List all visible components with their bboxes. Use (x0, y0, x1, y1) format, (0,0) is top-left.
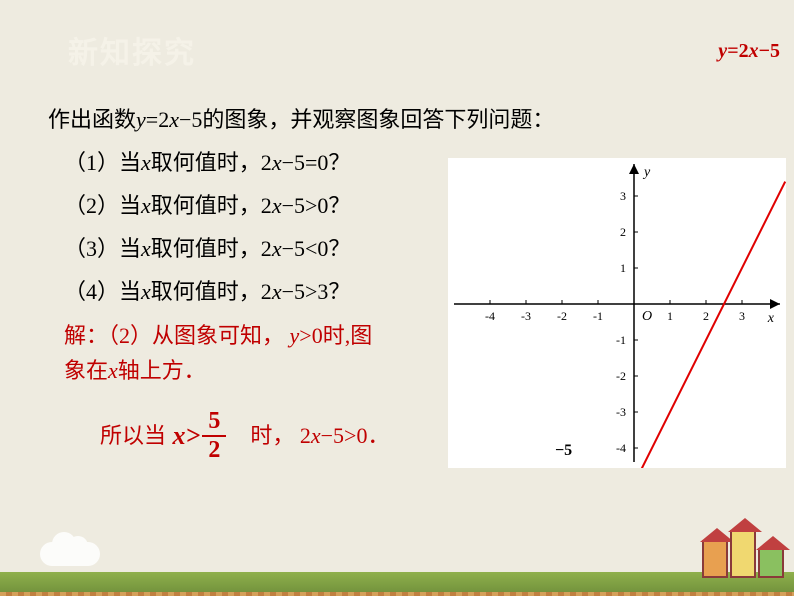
house-2 (730, 530, 756, 578)
svg-text:-3: -3 (616, 405, 626, 419)
stripe (0, 592, 794, 596)
x-greater: x> (166, 423, 200, 449)
ans-3c: 2x−5>0． (300, 425, 390, 447)
q1-num: （1） (64, 150, 119, 175)
header: 新知探究 (0, 0, 794, 72)
ans-3b: 时， (228, 425, 300, 447)
svg-text:x: x (767, 311, 775, 326)
svg-text:-3: -3 (521, 309, 531, 323)
svg-text:y: y (642, 165, 651, 180)
fraction: 5 2 (202, 408, 226, 463)
coordinate-graph: -4 -3 -2 -1 1 2 3 -4 -3 -2 -1 1 2 3 Ox y (448, 158, 786, 468)
svg-text:2: 2 (620, 225, 626, 239)
svg-text:-1: -1 (593, 309, 603, 323)
svg-text:1: 1 (667, 309, 673, 323)
intro-text: 作出函数y=2x−5的图象，并观察图象回答下列问题： (48, 102, 794, 134)
equation-label: y=2x−5 (718, 40, 780, 63)
svg-text:2: 2 (703, 309, 709, 323)
cloud-icon (40, 542, 100, 566)
q3-num: （3） (64, 236, 119, 261)
q4-num: （4） (64, 279, 119, 304)
svg-text:-1: -1 (616, 333, 626, 347)
svg-text:-2: -2 (557, 309, 567, 323)
svg-text:-4: -4 (485, 309, 495, 323)
svg-text:-2: -2 (616, 369, 626, 383)
neg5-label: −5 (555, 442, 572, 460)
frac-denominator: 2 (202, 437, 226, 463)
svg-text:O: O (642, 309, 652, 324)
svg-text:3: 3 (620, 189, 626, 203)
house-1 (702, 540, 728, 578)
svg-text:3: 3 (739, 309, 745, 323)
q2-num: （2） (64, 193, 119, 218)
footer-decoration (0, 546, 794, 596)
page-title: 新知探究 (68, 28, 794, 72)
svg-text:-4: -4 (616, 441, 626, 455)
houses-icon (702, 530, 784, 578)
house-3 (758, 548, 784, 578)
ans-3a: 所以当 (100, 425, 166, 447)
frac-numerator: 5 (202, 408, 226, 436)
ans-1a: 解：（2）从图象可知， (64, 323, 284, 348)
svg-text:1: 1 (620, 261, 626, 275)
